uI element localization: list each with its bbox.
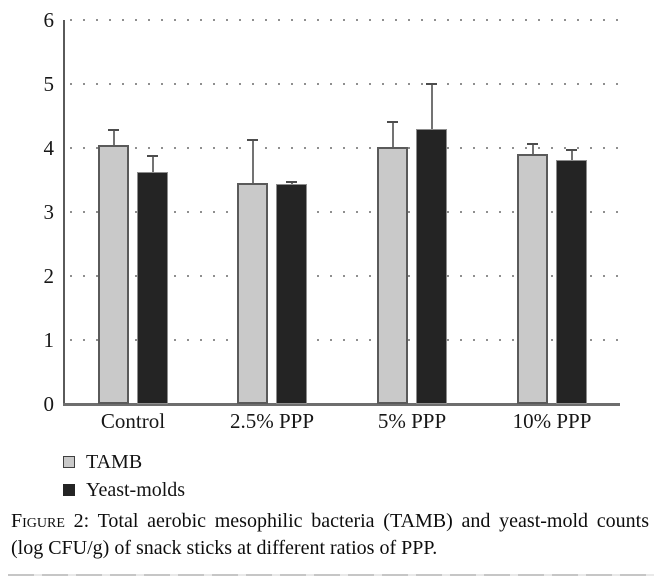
gridline-y6	[70, 19, 620, 21]
gridline-y2	[70, 275, 620, 277]
error-bar-cap	[387, 121, 398, 124]
error-bar-stem	[290, 181, 293, 185]
x-category-label: 2.5% PPP	[229, 409, 315, 433]
legend-label: Yeast-molds	[86, 478, 186, 501]
error-bar-cap	[247, 138, 258, 141]
x-category-label: 5% PPP	[377, 409, 447, 433]
legend-label: TAMB	[86, 450, 143, 473]
bar-tamb	[517, 153, 548, 404]
legend-item-tamb: TAMB	[63, 448, 185, 476]
bar-yeast-molds	[276, 184, 307, 404]
error-bar-cap	[286, 180, 297, 183]
error-bar-stem	[430, 84, 433, 129]
error-bar-stem	[151, 156, 154, 173]
gridline-y1	[70, 339, 620, 341]
y-tick-label: 6	[43, 8, 55, 32]
x-category-label: Control	[100, 409, 166, 433]
error-bar-stem	[570, 149, 573, 160]
y-tick-label: 1	[43, 328, 55, 352]
bottom-divider	[8, 574, 654, 576]
legend-item-yeast-molds: Yeast-molds	[63, 476, 185, 504]
y-tick-label: 3	[43, 200, 55, 224]
figure-caption-label: Figure 2:	[11, 510, 90, 532]
y-tick-label: 4	[43, 136, 55, 160]
error-bar-cap	[566, 148, 577, 151]
bar-tamb	[377, 146, 408, 404]
legend: TAMB Yeast-molds	[63, 448, 185, 504]
y-tick-label: 5	[43, 72, 55, 96]
error-bar-stem	[112, 130, 115, 145]
y-tick-label: 0	[43, 392, 55, 416]
legend-swatch	[63, 484, 75, 496]
figure-caption-text: Total aerobic mesophilic bacteria (TAMB)…	[11, 510, 649, 559]
error-bar-stem	[531, 143, 534, 154]
y-axis-line	[63, 20, 65, 405]
error-bar-stem	[251, 139, 254, 184]
y-tick-label: 2	[43, 264, 55, 288]
legend-swatch	[63, 456, 75, 468]
error-bar-stem	[391, 122, 394, 147]
error-bar-cap	[147, 155, 158, 158]
x-axis-line	[63, 403, 620, 406]
bar-yeast-molds	[137, 172, 168, 404]
x-category-label: 10% PPP	[512, 409, 592, 433]
figure-caption: Figure 2: Total aerobic mesophilic bacte…	[11, 508, 649, 562]
bar-tamb	[237, 183, 268, 404]
bar-yeast-molds	[556, 159, 587, 404]
gridline-y4	[70, 147, 620, 149]
bar-tamb	[98, 144, 129, 404]
error-bar-cap	[108, 129, 119, 132]
bar-yeast-molds	[416, 128, 447, 404]
error-bar-cap	[426, 83, 437, 85]
gridline-y3	[70, 211, 620, 213]
gridline-y5	[70, 83, 620, 85]
error-bar-cap	[527, 142, 538, 145]
